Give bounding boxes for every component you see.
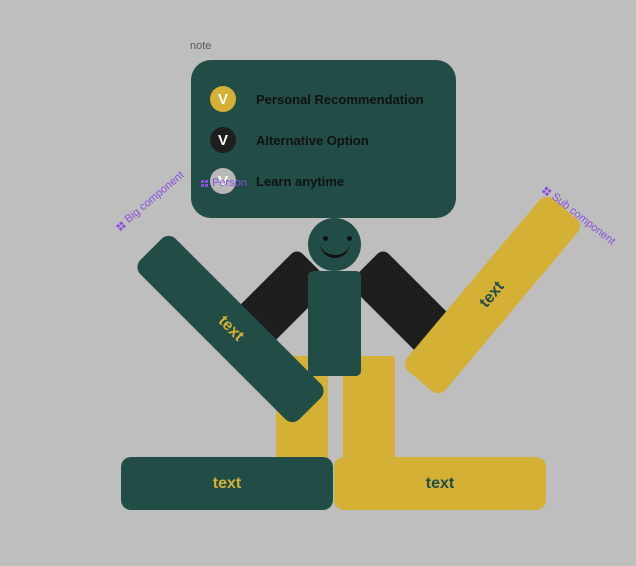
check-badge-icon: V [210,168,236,194]
option-label: Personal Recommendation [256,91,424,107]
component-icon [115,220,126,231]
option-personal-recommendation[interactable]: V Personal Recommendation [210,86,424,112]
option-label: Learn anytime [256,173,345,189]
smile-mouth [320,240,350,258]
note-label: note [190,40,212,52]
component-icon [542,185,552,196]
right-eye [347,236,352,241]
left-foot-bar[interactable]: text [121,457,333,510]
head[interactable] [308,218,361,271]
check-badge-icon: V [210,86,236,112]
left-eye [323,236,328,241]
option-learn-anytime[interactable]: V Learn anytime [210,168,344,194]
big-component-tag[interactable]: Big component [114,169,187,232]
option-label: Alternative Option [256,132,369,148]
person-component-tag[interactable]: Person [201,177,247,189]
check-badge-icon: V [210,127,236,153]
torso[interactable] [308,271,361,376]
component-icon [201,179,208,187]
tag-label: Person [212,177,247,189]
option-alternative[interactable]: V Alternative Option [210,127,369,153]
tag-label: Big component [122,169,187,226]
right-foot-bar[interactable]: text [334,457,546,510]
